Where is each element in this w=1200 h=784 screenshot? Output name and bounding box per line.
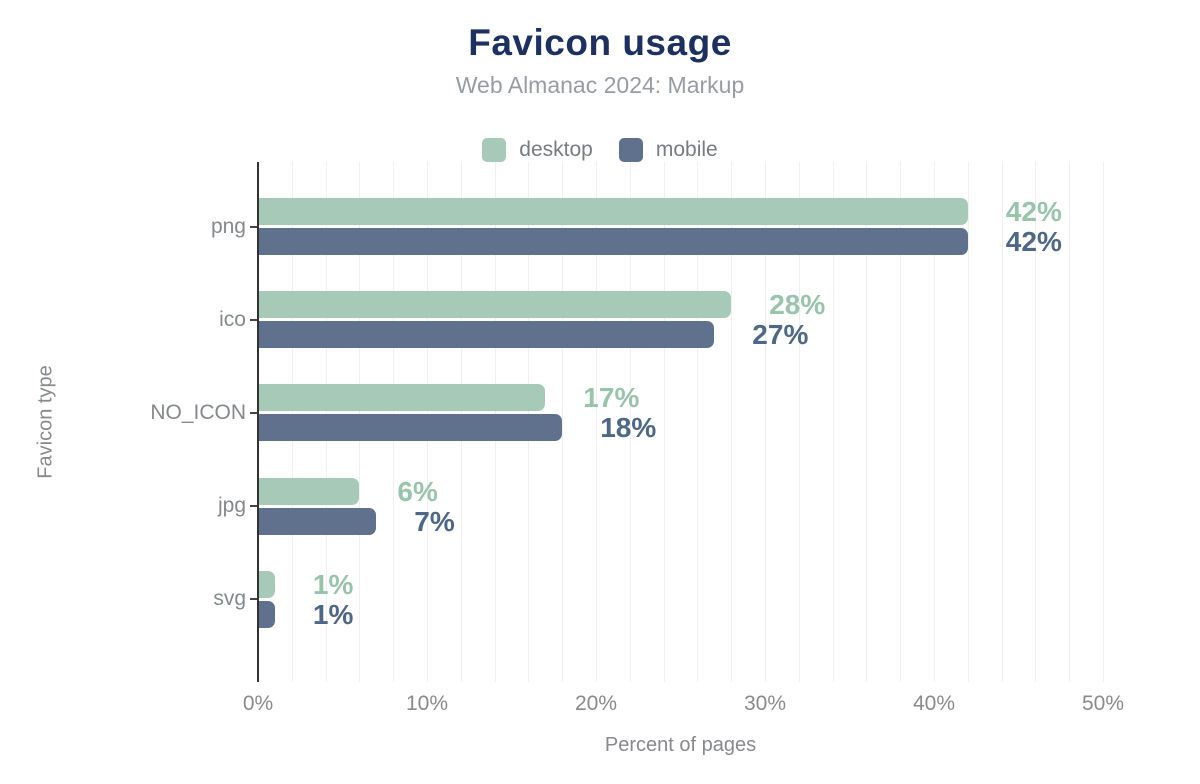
x-tick-label-30pct: 30% <box>743 692 787 715</box>
value-label-desktop-NO_ICON: 17% <box>583 382 640 414</box>
bar-mobile-ico <box>258 321 715 349</box>
y-axis-title: Favicon type <box>34 365 57 479</box>
chart-title: Favicon usage <box>468 22 732 63</box>
y-axis-tick <box>250 598 258 601</box>
bar-desktop-NO_ICON <box>258 384 546 412</box>
value-label-desktop-jpg: 6% <box>397 475 438 507</box>
bar-desktop-png <box>258 198 968 225</box>
bar-desktop-svg <box>258 570 275 598</box>
value-label-mobile-png: 42% <box>1005 226 1062 257</box>
category-label-png: png <box>210 214 246 238</box>
gridline <box>765 162 766 682</box>
gridline <box>596 162 597 682</box>
gridline <box>1035 162 1037 682</box>
value-label-mobile-NO_ICON: 18% <box>600 412 657 444</box>
gridline <box>832 162 834 682</box>
gridline <box>663 162 665 682</box>
chart-subtitle: Web Almanac 2024: Markup <box>455 72 745 98</box>
x-tick-label-20pct: 20% <box>574 692 618 715</box>
y-axis-tick <box>250 411 258 414</box>
gridline <box>1069 162 1071 682</box>
value-label-mobile-svg: 1% <box>312 598 354 630</box>
bar-mobile-png <box>258 228 968 255</box>
x-tick-label-0pct: 0% <box>242 692 274 715</box>
bar-mobile-jpg <box>258 507 377 535</box>
y-axis-tick <box>250 318 258 321</box>
bar-desktop-ico <box>258 291 732 319</box>
gridline <box>562 162 564 682</box>
y-axis-line <box>257 162 259 682</box>
legend-swatch-mobile-icon <box>618 138 643 162</box>
value-label-desktop-svg: 1% <box>312 568 354 600</box>
legend-label-mobile: mobile <box>655 138 718 161</box>
x-axis: 0% 10% 20% 30% 40% 50% <box>0 692 1200 718</box>
bar-mobile-NO_ICON <box>258 414 563 442</box>
value-label-desktop-png: 42% <box>1005 196 1062 227</box>
value-label-desktop-ico: 28% <box>769 289 826 321</box>
bar-mobile-svg <box>258 600 275 628</box>
legend-item-desktop: desktop <box>482 138 593 162</box>
gridline <box>731 162 733 682</box>
y-axis-tick <box>250 505 258 508</box>
x-tick-label-50pct: 50% <box>1081 692 1125 715</box>
legend-label-desktop: desktop <box>519 138 593 161</box>
gridline <box>1103 162 1104 682</box>
gridline <box>629 162 631 682</box>
legend: desktop mobile <box>0 138 1200 162</box>
gridline <box>866 162 868 682</box>
gridline <box>697 162 699 682</box>
y-axis-tick <box>250 225 258 228</box>
x-tick-label-40pct: 40% <box>912 692 956 715</box>
value-label-mobile-jpg: 7% <box>414 505 455 537</box>
plot-area: png 42% 42% ico 28% 27% NO_ICON 17% 18% jpg 6% 7% sv… <box>150 162 1104 682</box>
gridline <box>900 162 902 682</box>
gridline <box>1001 162 1003 682</box>
bar-desktop-jpg <box>258 477 360 505</box>
category-label-svg: svg <box>213 587 246 611</box>
x-axis-title: Percent of pages <box>604 734 757 756</box>
x-tick-label-10pct: 10% <box>405 692 449 715</box>
gridline <box>934 162 935 682</box>
legend-item-mobile: mobile <box>618 138 718 162</box>
gridline <box>798 162 800 682</box>
category-label-jpg: jpg <box>217 494 246 518</box>
category-label-NO_ICON: NO_ICON <box>150 400 246 424</box>
value-label-mobile-ico: 27% <box>752 319 809 351</box>
category-label-ico: ico <box>219 307 246 331</box>
gridline <box>967 162 969 682</box>
legend-swatch-desktop-icon <box>482 138 507 162</box>
